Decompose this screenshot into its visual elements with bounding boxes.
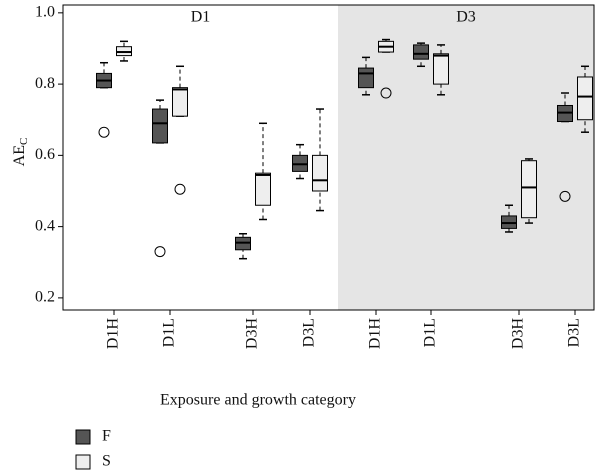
x-tick-label: D1H — [105, 318, 122, 350]
box-group — [235, 233, 251, 260]
box-group — [378, 38, 394, 99]
y-axis-label-sub: C — [18, 138, 30, 145]
panel-background — [338, 5, 594, 310]
y-axis-label: AEC — [11, 138, 30, 167]
x-axis-label: Exposure and growth category — [160, 392, 356, 409]
x-tick-label: D1L — [161, 318, 178, 347]
box-group — [172, 65, 188, 195]
box — [255, 172, 271, 206]
x-tick-label: D1L — [422, 318, 439, 347]
box — [433, 53, 449, 85]
box-group — [255, 122, 271, 221]
box-group — [577, 65, 593, 133]
y-tick-label: 0.4 — [35, 217, 55, 234]
x-tick-label: D3L — [566, 318, 583, 347]
box-group — [292, 143, 308, 180]
x-tick-label: D1H — [367, 318, 384, 350]
y-axis-label-main: AE — [11, 145, 28, 166]
outlier — [154, 246, 166, 258]
y-tick-label: 1.0 — [35, 4, 55, 21]
box-group — [413, 42, 429, 68]
box-group — [96, 61, 112, 138]
box-group — [116, 40, 132, 62]
box-group — [501, 204, 517, 233]
outlier — [559, 190, 571, 202]
y-tick-label: 0.6 — [35, 146, 55, 163]
box-group — [312, 108, 328, 212]
plot-frame — [62, 4, 595, 311]
legend-label: F — [102, 428, 111, 445]
box — [358, 67, 374, 89]
box-group — [433, 44, 449, 96]
box — [577, 76, 593, 121]
box — [152, 108, 168, 144]
x-tick-label: D3H — [244, 318, 261, 350]
box — [521, 160, 537, 219]
x-tick-label: D3L — [301, 318, 318, 347]
panel-title: D1 — [191, 9, 211, 26]
legend-swatch — [75, 429, 91, 445]
outlier — [380, 87, 392, 99]
legend-label: S — [102, 453, 111, 470]
y-tick-label: 0.2 — [35, 289, 55, 306]
y-tick-label: 0.8 — [35, 75, 55, 92]
legend-swatch — [75, 454, 91, 470]
box-group — [557, 92, 573, 202]
panel-title: D3 — [456, 9, 476, 26]
box-group — [358, 56, 374, 96]
outlier — [98, 126, 110, 138]
box-group — [521, 158, 537, 224]
outlier — [174, 183, 186, 195]
box-group — [152, 99, 168, 258]
x-tick-label: D3H — [510, 318, 527, 350]
box — [312, 154, 328, 192]
box — [413, 44, 429, 60]
box — [172, 87, 188, 117]
